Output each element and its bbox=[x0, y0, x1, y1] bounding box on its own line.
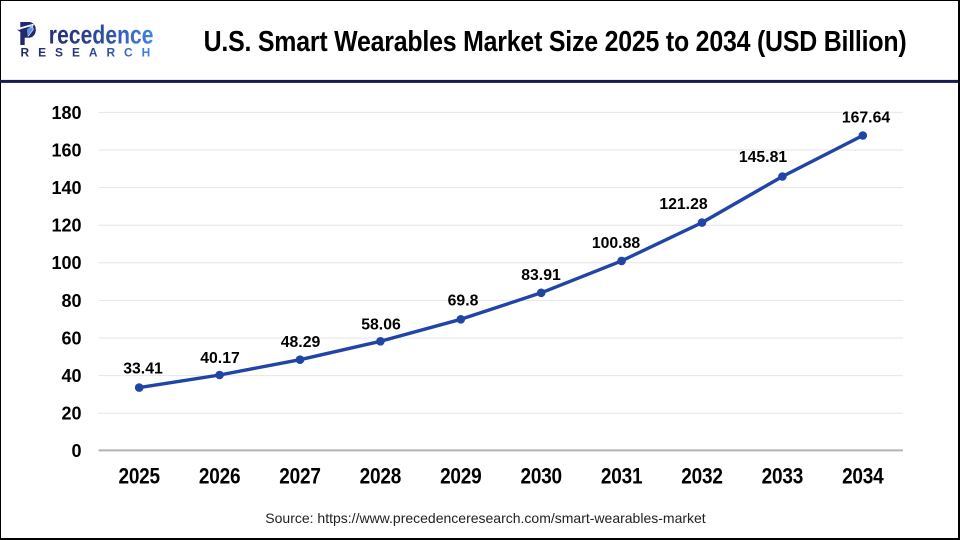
svg-text:2033: 2033 bbox=[762, 465, 803, 488]
svg-text:48.29: 48.29 bbox=[281, 334, 321, 351]
svg-text:0: 0 bbox=[71, 441, 81, 461]
svg-text:180: 180 bbox=[51, 103, 81, 123]
svg-text:20: 20 bbox=[61, 404, 81, 424]
svg-text:40.17: 40.17 bbox=[200, 350, 240, 367]
svg-text:100.88: 100.88 bbox=[592, 235, 641, 252]
svg-text:58.06: 58.06 bbox=[361, 317, 401, 334]
svg-text:recedence: recedence bbox=[49, 21, 154, 51]
svg-text:2034: 2034 bbox=[842, 465, 884, 488]
svg-text:40: 40 bbox=[61, 366, 81, 386]
svg-text:100: 100 bbox=[51, 253, 81, 273]
svg-text:2028: 2028 bbox=[360, 465, 401, 488]
svg-text:Source: https://www.precedence: Source: https://www.precedenceresearch.c… bbox=[265, 510, 706, 526]
svg-text:2031: 2031 bbox=[601, 465, 642, 488]
svg-text:2029: 2029 bbox=[440, 465, 481, 488]
svg-text:2026: 2026 bbox=[199, 465, 240, 488]
svg-text:145.81: 145.81 bbox=[739, 149, 788, 166]
svg-text:120: 120 bbox=[51, 216, 81, 236]
svg-text:80: 80 bbox=[61, 291, 81, 311]
svg-text:83.91: 83.91 bbox=[521, 267, 561, 284]
svg-text:RESEARCH: RESEARCH bbox=[21, 45, 160, 59]
svg-text:2025: 2025 bbox=[118, 465, 159, 488]
svg-text:140: 140 bbox=[51, 178, 81, 198]
svg-text:2027: 2027 bbox=[279, 465, 320, 488]
svg-text:2030: 2030 bbox=[520, 465, 561, 488]
svg-text:121.28: 121.28 bbox=[659, 196, 708, 213]
svg-text:167.64: 167.64 bbox=[842, 110, 891, 127]
svg-text:160: 160 bbox=[51, 140, 81, 160]
svg-text:69.8: 69.8 bbox=[448, 293, 479, 310]
svg-text:U.S. Smart Wearables Market Si: U.S. Smart Wearables Market Size 2025 to… bbox=[204, 25, 907, 57]
svg-text:33.41: 33.41 bbox=[123, 361, 163, 378]
svg-text:60: 60 bbox=[61, 328, 81, 348]
svg-text:2032: 2032 bbox=[681, 465, 722, 488]
